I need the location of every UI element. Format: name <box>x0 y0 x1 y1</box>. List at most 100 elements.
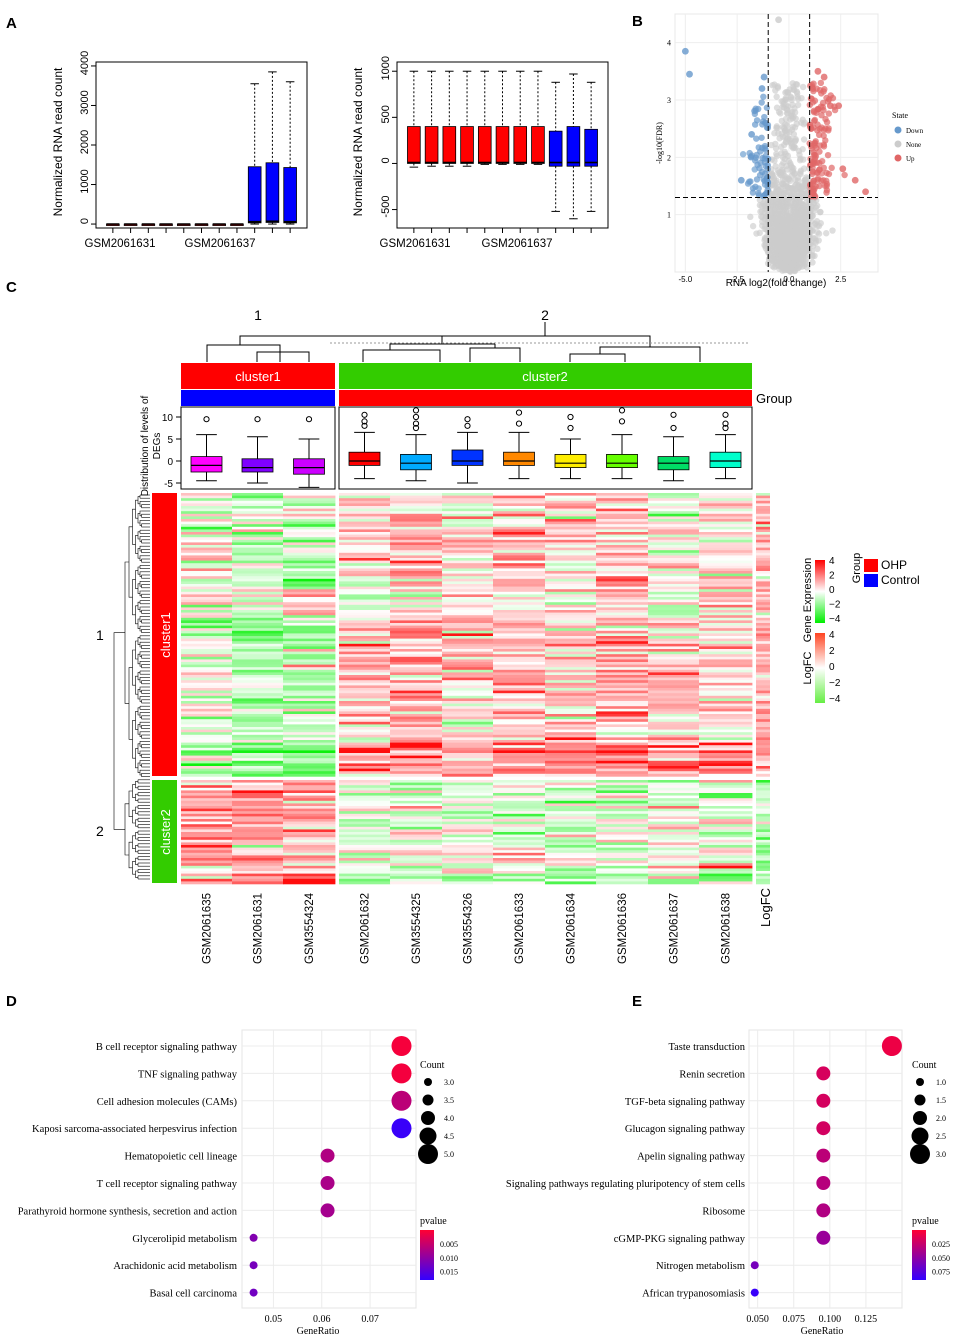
panel-d-dot-4 <box>320 1148 335 1163</box>
heatmap-cell-cluster1 <box>390 550 443 554</box>
heatmap-cell-cluster1 <box>699 680 753 684</box>
heatmap-cell-cluster1 <box>596 651 649 655</box>
heatmap-cell-cluster1 <box>493 495 546 499</box>
heatmap-cell-cluster1 <box>339 550 391 554</box>
row-dendrogram-branch <box>128 667 133 740</box>
sample-box-outlier-9-0 <box>670 424 677 432</box>
heatmap-cell-cluster1 <box>493 594 546 598</box>
heatmap-cell-cluster1 <box>390 529 443 533</box>
heatmap-cell-cluster1 <box>648 545 700 548</box>
volcano-point <box>778 234 786 242</box>
logfc-cell-up <box>756 698 770 702</box>
heatmap-cell-cluster1 <box>283 745 336 749</box>
heatmap-cell-cluster1 <box>283 711 336 715</box>
heatmap-cell-cluster1 <box>442 628 494 632</box>
heatmap-cell-cluster1 <box>339 649 391 652</box>
heatmap-cell-cluster1 <box>493 732 546 736</box>
heatmap-cell-cluster1 <box>545 711 597 715</box>
volcano-point-up <box>823 118 831 126</box>
heatmap-cell-cluster1 <box>545 675 597 678</box>
heatmap-cell-cluster1 <box>390 677 443 681</box>
heatmap-cell-cluster1 <box>339 581 391 585</box>
sample-box-outlier-4-2 <box>412 413 420 421</box>
heatmap-cell-cluster1 <box>339 542 391 546</box>
heatmap-cell-cluster1 <box>339 555 391 559</box>
heatmap-cell-cluster1 <box>596 688 649 691</box>
logfc-cell-up <box>756 766 770 769</box>
logfc-cell-up <box>756 506 770 509</box>
panel-d-count-key-3 <box>419 1127 437 1145</box>
heatmap-cell-cluster2 <box>442 860 494 864</box>
heatmap-cell-cluster1 <box>596 677 649 681</box>
heatmap-cell-cluster1 <box>232 534 284 538</box>
volcano-point <box>772 140 779 148</box>
logfc-cell-down <box>756 785 770 789</box>
heatmap-cell-cluster1 <box>339 677 391 681</box>
heatmap-cell-cluster1 <box>232 638 284 642</box>
heatmap-cell-cluster1 <box>699 656 753 660</box>
heatmap-cell-cluster1 <box>390 506 443 509</box>
logfc-cell-up <box>756 573 770 577</box>
row-dendrogram-branch <box>132 508 136 545</box>
boxplot-ytick-0: 10 <box>162 413 174 424</box>
heatmap-cell-cluster2 <box>232 824 284 828</box>
heatmap-cell-cluster1 <box>232 646 284 650</box>
heatmap-cell-cluster1 <box>648 646 700 650</box>
volcano-point-up <box>811 116 818 124</box>
heatmap-cell-cluster1 <box>493 539 546 543</box>
heatmap-cell-cluster1 <box>283 565 336 569</box>
volcano-point-up <box>808 193 815 200</box>
heatmap-cell-cluster2 <box>596 860 649 864</box>
heatmap-cell-cluster1 <box>232 500 284 504</box>
heatmap-cell-cluster1 <box>648 565 700 569</box>
heatmap-cell-cluster1 <box>232 493 284 496</box>
heatmap-cell-cluster1 <box>699 542 753 546</box>
heatmap-cell-cluster1 <box>232 604 284 608</box>
gene-expression-colorbar <box>815 560 825 623</box>
heatmap-cell-cluster1 <box>493 537 546 541</box>
heatmap-cell-cluster1 <box>181 610 233 613</box>
heatmap-cell-cluster1 <box>390 558 443 561</box>
logfc-cell-up <box>756 547 770 551</box>
heatmap-cell-cluster2 <box>232 813 284 817</box>
heatmap-cell-cluster1 <box>545 610 597 613</box>
sample-box-outlier-10-2 <box>722 411 729 418</box>
heatmap-cell-cluster2 <box>181 865 233 869</box>
heatmap-cell-cluster1 <box>596 669 649 673</box>
heatmap-cell-cluster1 <box>283 537 336 541</box>
heatmap-cell-cluster2 <box>339 782 391 786</box>
heatmap-cell-cluster1 <box>232 716 284 720</box>
heatmap-cell-cluster1 <box>339 763 391 767</box>
heatmap-cell-cluster1 <box>181 727 233 730</box>
heatmap-cell-cluster2 <box>390 782 443 786</box>
heatmap-cell-cluster1 <box>596 513 649 517</box>
heatmap-cell-cluster2 <box>283 826 336 830</box>
heatmap-cell-cluster1 <box>181 547 233 551</box>
heatmap-cell-cluster1 <box>648 550 700 554</box>
heatmap-cell-cluster1 <box>232 552 284 556</box>
heatmap-cell-cluster1 <box>283 654 336 658</box>
sample-box-body-3 <box>348 451 381 466</box>
heatmap-cell-cluster1 <box>390 740 443 743</box>
heatmap-cell-cluster1 <box>283 539 336 543</box>
heatmap-cell-cluster1 <box>493 763 546 767</box>
heatmap-cell-cluster2 <box>232 795 284 799</box>
heatmap-cell-cluster1 <box>232 755 284 759</box>
heatmap-cell-cluster1 <box>596 519 649 522</box>
heatmap-cell-cluster1 <box>699 636 753 639</box>
heatmap-cell-cluster1 <box>283 766 336 769</box>
heatmap-cell-cluster1 <box>493 591 546 595</box>
heatmap-cell-cluster1 <box>339 654 391 658</box>
heatmap-cell-cluster1 <box>699 521 753 525</box>
heatmap-cell-cluster1 <box>596 581 649 585</box>
heatmap-cell-cluster2 <box>390 808 443 812</box>
heatmap-cell-cluster1 <box>596 521 649 525</box>
heatmap-cell-cluster1 <box>442 667 494 671</box>
heatmap-cell-cluster2 <box>699 850 753 854</box>
heatmap-cell-cluster1 <box>181 625 233 629</box>
heatmap-cell-cluster1 <box>596 628 649 632</box>
panel-d-pvalue-tick-0: 0.005 <box>440 1240 458 1249</box>
logfc-cell-up <box>756 747 770 751</box>
heatmap-cell-cluster1 <box>493 758 546 762</box>
volcano-point-down <box>752 107 759 114</box>
